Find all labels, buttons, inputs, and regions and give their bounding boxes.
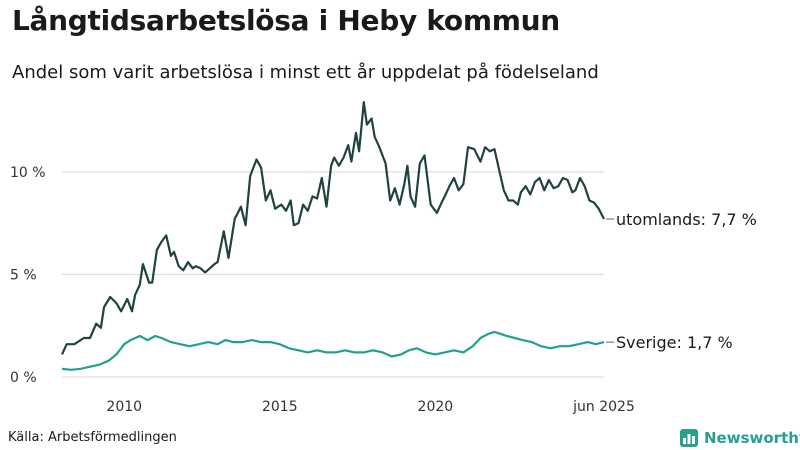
x-tick-label: 2010: [106, 399, 142, 415]
newsworthy-brand: Newsworthy: [680, 428, 800, 448]
end-label-sverige: Sverige: 1,7 %: [616, 333, 733, 352]
series-line-sverige: [61, 330, 605, 371]
end-label-utomlands: utomlands: 7,7 %: [616, 210, 757, 229]
chart-title: Långtidsarbetslösa i Heby kommun: [12, 4, 560, 37]
source-note: Källa: Arbetsförmedlingen: [8, 430, 177, 445]
x-tick-label: jun 2025: [572, 399, 635, 415]
y-tick-label: 5 %: [10, 267, 37, 283]
bar-chart-logo-icon: [680, 429, 698, 447]
y-tick-label: 0 %: [10, 370, 37, 386]
chart-subtitle: Andel som varit arbetslösa i minst ett å…: [12, 62, 599, 83]
series-line-utomlands: [61, 101, 605, 355]
brand-name: Newsworthy: [704, 429, 800, 447]
x-tick-label: 2015: [262, 399, 298, 415]
x-tick-label: 2020: [418, 399, 454, 415]
y-tick-label: 10 %: [10, 165, 46, 181]
